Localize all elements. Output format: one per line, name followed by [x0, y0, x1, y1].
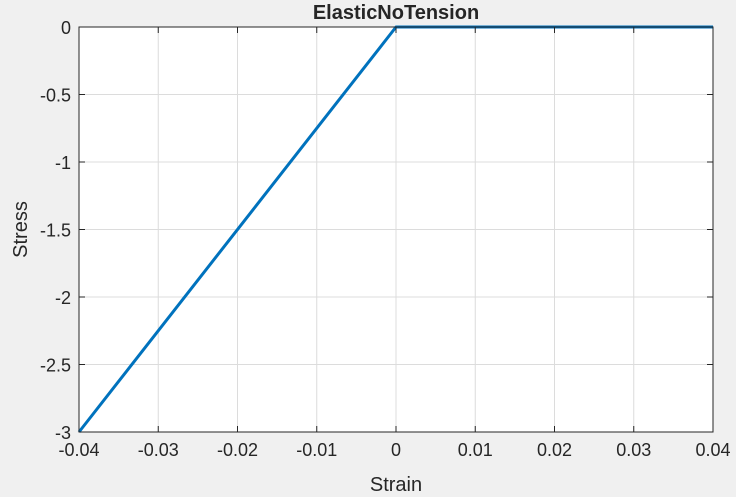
chart-title: ElasticNoTension — [313, 2, 479, 24]
y-tick-label: -2.5 — [40, 356, 71, 376]
x-tick-label: 0.02 — [537, 440, 572, 460]
x-tick-label: 0.01 — [458, 440, 493, 460]
x-tick-label: -0.04 — [58, 440, 99, 460]
x-tick-label: 0.04 — [695, 440, 730, 460]
x-tick-label: -0.02 — [217, 440, 258, 460]
x-tick-label: 0.03 — [616, 440, 651, 460]
ticks — [78, 26, 714, 433]
y-tick-label: -1 — [55, 153, 71, 173]
x-tick-labels: -0.04 -0.03 -0.02 -0.01 0 0.01 0.02 0.03 0.04 — [58, 440, 730, 460]
x-tick-label: -0.03 — [138, 440, 179, 460]
x-tick-label: -0.01 — [296, 440, 337, 460]
x-tick-label: 0 — [391, 440, 401, 460]
x-axis-label: Strain — [370, 474, 422, 496]
y-tick-label: -0.5 — [40, 86, 71, 106]
y-tick-label: -1.5 — [40, 221, 71, 241]
y-tick-labels: 0 -0.5 -1 -1.5 -2 -2.5 -3 — [40, 18, 71, 443]
y-tick-label: -2 — [55, 288, 71, 308]
y-axis-label: Stress — [10, 201, 32, 258]
y-tick-label: -3 — [55, 423, 71, 443]
y-tick-label: 0 — [61, 18, 71, 38]
